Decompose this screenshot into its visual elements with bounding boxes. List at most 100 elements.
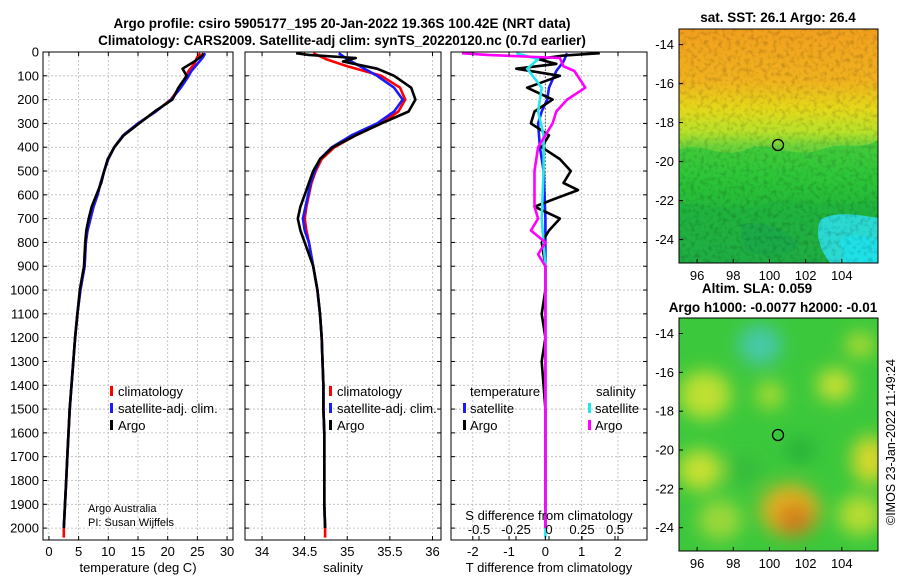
- map-y-tick-label: -16: [655, 76, 674, 91]
- map-x-tick-label: 100: [759, 268, 781, 283]
- secondary-tick-label: -0.25: [501, 522, 531, 537]
- map-x-tick-label: 98: [726, 268, 740, 283]
- legend-swatch: [588, 403, 591, 413]
- map-x-tick-label: 102: [795, 268, 817, 283]
- sla-map: Altim. SLA: 0.059 Argo h1000: -0.0077 h2…: [655, 281, 879, 571]
- sst-field: [679, 29, 878, 263]
- x-axis-label: temperature (deg C): [79, 560, 196, 575]
- y-tick-label: 400: [17, 140, 39, 155]
- figure-title-line1: Argo profile: csiro 5905177_195 20-Jan-2…: [114, 16, 571, 31]
- salinity-panel: 34 34.5 35 35.5 36 salinity climatology satelli…: [244, 51, 442, 575]
- figure-title-line2: Climatology: CARS2009. Satellite-adj cli…: [98, 33, 586, 48]
- y-tick-label: 1800: [10, 473, 39, 488]
- x-tick-label: 0: [542, 544, 549, 559]
- map-y-tick-label: -18: [655, 404, 674, 419]
- y-tick-label: 0: [32, 45, 39, 60]
- x-tick-label: 15: [131, 544, 145, 559]
- y-tick-label: 1000: [10, 283, 39, 298]
- map-x-tick-label: 98: [726, 556, 740, 571]
- y-tick-label: 1900: [10, 497, 39, 512]
- map-y-tick-label: -24: [655, 520, 674, 535]
- map-y-tick-label: -20: [655, 154, 674, 169]
- x-tick-label: 10: [101, 544, 115, 559]
- x-tick-label: 30: [220, 544, 234, 559]
- x-tick-label: 34: [255, 544, 269, 559]
- sst-map: sat. SST: 26.1 Argo: 26.4 96 98 100 102 104 -…: [655, 10, 879, 283]
- map-y-tick-label: -22: [655, 481, 674, 496]
- legend-swatch: [110, 403, 113, 413]
- y-tick-label: 900: [17, 259, 39, 274]
- legend-swatch: [329, 420, 332, 430]
- map-y-tick-label: -14: [655, 326, 674, 341]
- y-tick-label: 500: [17, 164, 39, 179]
- difference-panel: -2 -1 0 1 2T difference from climatology temp…: [450, 51, 648, 575]
- y-tick-label: 600: [17, 187, 39, 202]
- map-x-tick-label: 102: [795, 556, 817, 571]
- x-tick-label: -1: [503, 544, 515, 559]
- temperature-panel: 0100200300400500600700800900100011001200…: [10, 45, 234, 576]
- legend-label: Argo: [595, 418, 622, 433]
- map-x-tick-label: 100: [759, 556, 781, 571]
- x-tick-label: 0: [45, 544, 52, 559]
- series-line-s-argo: [461, 51, 587, 529]
- sla-map-title: Altim. SLA: 0.059: [702, 281, 812, 296]
- map-y-tick-label: -20: [655, 443, 674, 458]
- legend-swatch: [110, 420, 113, 430]
- secondary-tick-label: 0: [545, 522, 552, 537]
- y-tick-label: 300: [17, 116, 39, 131]
- y-tick-label: 700: [17, 211, 39, 226]
- legend-swatch: [463, 420, 466, 430]
- secondary-axis-label: S difference from climatology: [465, 508, 633, 523]
- credit-line2: PI: Susan Wijffels: [88, 517, 174, 529]
- y-tick-label: 1100: [11, 306, 39, 321]
- map-x-tick-label: 96: [690, 556, 704, 571]
- x-tick-label: 25: [190, 544, 204, 559]
- legend-swatch: [463, 403, 466, 413]
- legend-title-temperature: temperature: [470, 384, 540, 399]
- legend-swatch: [588, 420, 591, 430]
- y-tick-label: 100: [17, 68, 39, 83]
- secondary-tick-label: 0.25: [569, 522, 594, 537]
- legend-label: satellite: [470, 401, 514, 416]
- map-x-tick-label: 104: [831, 268, 853, 283]
- y-tick-label: 1200: [10, 330, 39, 345]
- legend-label: satellite-adj. clim.: [118, 401, 218, 416]
- secondary-tick-label: -0.5: [468, 522, 490, 537]
- y-tick-label: 1600: [10, 425, 39, 440]
- legend-label: Argo: [337, 418, 364, 433]
- legend-title-salinity: salinity: [596, 384, 636, 399]
- y-tick-label: 1400: [10, 378, 39, 393]
- y-tick-label: 1300: [10, 354, 39, 369]
- series-line-climatology: [62, 52, 202, 538]
- sst-map-axes: 96 98 100 102 104 -14 -16 -18 -20 -22 -24: [655, 37, 852, 283]
- legend-label: climatology: [118, 384, 184, 399]
- series-line-t-argo: [515, 51, 600, 529]
- sla-map-axes: 96 98 100 102 104 -14 -16 -18 -20 -22 -24: [655, 326, 852, 571]
- legend-label: Argo: [470, 418, 497, 433]
- sla-map-subtitle: Argo h1000: -0.0077 h2000: -0.01: [669, 300, 878, 315]
- x-axis-label: T difference from climatology: [466, 560, 633, 575]
- x-tick-label: 5: [75, 544, 82, 559]
- x-tick-label: 35: [340, 544, 354, 559]
- x-tick-label: 36: [425, 544, 439, 559]
- x-axis-label: salinity: [323, 560, 363, 575]
- y-tick-label: 1700: [10, 449, 39, 464]
- legend-label: satellite-adj. clim.: [337, 401, 437, 416]
- y-tick-label: 200: [17, 92, 39, 107]
- series-line-s-satellite: [515, 51, 547, 538]
- map-y-tick-label: -22: [655, 193, 674, 208]
- x-tick-label: 1: [578, 544, 585, 559]
- sla-argo-marker: [771, 428, 785, 442]
- sst-argo-marker: [771, 138, 785, 152]
- x-tick-label: 2: [614, 544, 621, 559]
- x-tick-label: 35.5: [377, 544, 402, 559]
- legend-swatch: [329, 386, 332, 396]
- map-y-tick-label: -16: [655, 365, 674, 380]
- map-y-tick-label: -14: [655, 37, 674, 52]
- y-tick-label: 800: [17, 235, 39, 250]
- legend-swatch: [110, 386, 113, 396]
- map-y-tick-label: -24: [655, 232, 674, 247]
- credit-line1: Argo Australia: [88, 503, 157, 515]
- salinity-profile-axes-box: [244, 51, 442, 541]
- series-line-argo: [295, 51, 417, 529]
